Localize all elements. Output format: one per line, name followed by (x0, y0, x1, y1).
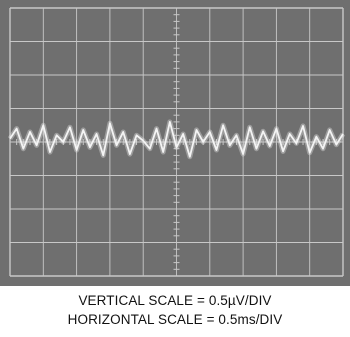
oscilloscope-screen (0, 0, 350, 286)
signal-trace-layer (7, 119, 346, 160)
horizontal-scale-caption: HORIZONTAL SCALE = 0.5ms/DIV (67, 312, 283, 327)
vertical-scale-caption: VERTICAL SCALE = 0.5µV/DIV (78, 293, 272, 308)
signal-trace (9, 121, 344, 158)
graticule (9, 7, 344, 277)
